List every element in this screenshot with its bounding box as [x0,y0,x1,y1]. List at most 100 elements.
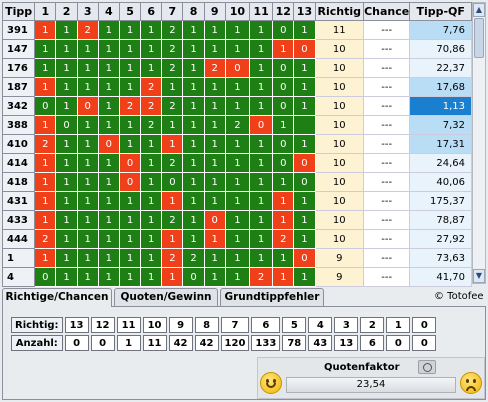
tipp-cell: 0 [203,210,226,230]
tipp-cell: 1 [249,20,274,40]
tipp-number: 444 [1,229,36,249]
table-row[interactable]: 431 1 1 1 1 1 1 1 1 1 1 1 1 1 10 --- 175,37 [1,191,472,211]
tipp-cell: 1 [224,96,251,116]
chance-cell: --- [362,77,411,97]
column-header[interactable]: Richtig [314,2,364,21]
column-header[interactable]: Tipp [1,2,36,21]
column-header[interactable]: Chance [362,2,411,21]
column-header[interactable]: 3 [76,2,99,21]
tipp-cell: 1 [118,229,142,249]
table-row[interactable]: 4 0 1 1 1 1 1 1 0 1 1 2 1 1 9 --- 41,70 [1,267,472,287]
table-row[interactable]: 410 2 1 1 0 1 1 1 1 1 1 1 0 1 10 --- 17,31 [1,134,472,154]
tipp-cell: 1 [140,267,163,287]
tipp-cell: 1 [34,77,57,97]
tipp-cell: 0 [293,248,316,268]
richtig-cell: 10 [314,58,364,78]
column-header[interactable]: 1 [34,2,57,21]
grid-scrollbar[interactable]: ▲ ▼ [472,2,486,284]
table-row[interactable]: 1 1 1 1 1 1 1 2 2 1 1 1 1 0 9 --- 73,63 [1,248,472,268]
richtig-value: 7 [220,317,250,333]
tipp-number: 187 [1,77,36,97]
table-row[interactable]: 342 0 1 0 1 2 2 2 1 1 1 1 0 1 10 --- 1,13 [1,96,472,116]
tipp-cell: 1 [249,191,274,211]
column-header[interactable]: 12 [272,2,295,21]
tipp-cell: 1 [224,191,251,211]
tipp-cell: 1 [140,153,163,173]
tipp-cell: 1 [182,115,205,135]
tipp-cell: 1 [272,191,295,211]
scroll-down-icon[interactable]: ▼ [473,269,485,283]
tipp-qf-cell: 70,86 [409,39,472,59]
tipp-cell: 1 [97,172,120,192]
tipp-cell: 1 [55,172,78,192]
column-header[interactable]: 11 [249,2,274,21]
tipp-cell: 1 [203,191,226,211]
tipp-cell: 1 [34,115,57,135]
chance-cell: --- [362,248,411,268]
table-row[interactable]: 433 1 1 1 1 1 1 2 1 0 1 1 1 1 10 --- 78,87 [1,210,472,230]
richtig-cell: 10 [314,77,364,97]
table-row[interactable]: 444 2 1 1 1 1 1 1 1 1 1 1 2 1 10 --- 27,92 [1,229,472,249]
table-row[interactable]: 391 1 1 2 1 1 1 2 1 1 1 1 0 1 11 --- 7,76 [1,20,472,40]
tipp-cell: 1 [249,58,274,78]
tab-richtige-chancen[interactable]: Richtige/Chancen [2,288,112,307]
column-header[interactable]: 10 [224,2,251,21]
tipp-cell: 1 [161,191,184,211]
tab-quoten-gewinn[interactable]: Quoten/Gewinn [114,288,218,306]
tipp-cell: 2 [249,267,274,287]
tipp-cell: 1 [182,191,205,211]
anzahl-label: Anzahl: [11,335,63,351]
tipp-cell: 0 [34,267,57,287]
tipp-cell: 2 [76,20,99,40]
scroll-up-icon[interactable]: ▲ [473,3,485,17]
scroll-thumb[interactable] [474,18,484,58]
sad-face-icon [460,372,482,394]
tipp-cell: 1 [76,248,99,268]
table-row[interactable]: 187 1 1 1 1 1 2 1 1 1 1 1 0 1 10 --- 17,68 [1,77,472,97]
tipp-cell: 1 [55,191,78,211]
camera-icon[interactable] [418,360,436,374]
tipp-cell: 1 [249,134,274,154]
tipp-cell: 1 [203,20,226,40]
tipp-cell: 1 [272,115,295,135]
chance-cell: --- [362,39,411,59]
table-row[interactable]: 147 1 1 1 1 1 1 2 1 1 1 1 1 0 10 --- 70,86 [1,39,472,59]
tipp-cell: 1 [97,115,120,135]
tipp-cell: 1 [272,39,295,59]
column-header[interactable]: 9 [203,2,226,21]
tipp-cell: 0 [34,96,57,116]
tipp-number: 4 [1,267,36,287]
richtig-value: 11 [116,317,141,333]
richtig-value: 10 [142,317,167,333]
table-row[interactable]: 418 1 1 1 1 0 1 0 1 1 1 1 1 0 10 --- 40,06 [1,172,472,192]
table-row[interactable]: 388 1 0 1 1 1 2 1 1 1 2 0 1 10 --- 7,32 [1,115,472,135]
column-header[interactable]: 2 [55,2,78,21]
tipp-number: 147 [1,39,36,59]
tipp-qf-cell: 78,87 [409,210,472,230]
tipp-cell: 1 [140,191,163,211]
tipp-cell: 1 [272,210,295,230]
table-row[interactable]: 414 1 1 1 1 0 1 2 1 1 1 1 0 0 10 --- 24,64 [1,153,472,173]
column-header[interactable]: Tipp-QF [409,2,472,21]
richtig-value: 3 [334,317,359,333]
column-header[interactable]: 8 [182,2,205,21]
tipp-cell: 1 [203,134,226,154]
tipp-cell: 2 [34,134,57,154]
column-header[interactable]: 6 [140,2,163,21]
tipp-cell: 1 [140,172,163,192]
grid-header-row: Tipp 1 2 3 4 5 6 7 8 9 10 11 12 13 Richtig Chance Tipp-Q… [1,2,472,21]
column-header[interactable]: 4 [97,2,120,21]
column-header[interactable]: 13 [293,2,316,21]
tipp-cell: 0 [272,153,295,173]
tab-grundtippfehler[interactable]: Grundtippfehler [220,288,324,306]
column-header[interactable]: 5 [118,2,142,21]
tipp-cell: 1 [97,191,120,211]
tipp-cell: 1 [140,39,163,59]
chance-cell: --- [362,96,411,116]
tipp-cell: 1 [182,210,205,230]
tipp-cell: 1 [161,229,184,249]
table-row[interactable]: 176 1 1 1 1 1 1 2 1 2 0 1 0 1 10 --- 22,37 [1,58,472,78]
quotenfaktor-title: Quotenfaktor [324,362,400,373]
tipp-qf-cell: 27,92 [409,229,472,249]
column-header[interactable]: 7 [161,2,184,21]
